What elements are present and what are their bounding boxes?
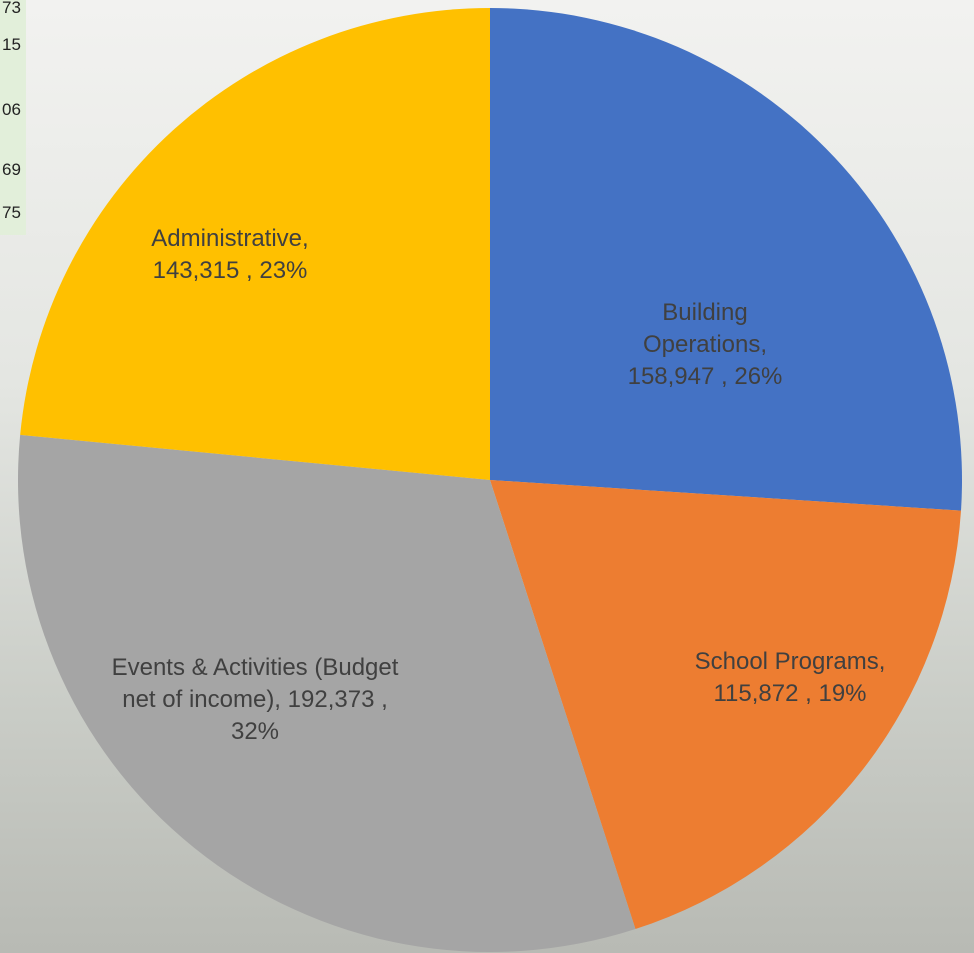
percent-label: 23% — [259, 257, 308, 284]
side-cell: 69 — [2, 160, 21, 179]
percent-label: 19% — [818, 680, 867, 707]
data-label: School Programs, 115,872 , 19% — [655, 646, 925, 710]
category-label: Administrative, — [151, 225, 309, 252]
pie-slice — [490, 8, 963, 511]
data-label: Events & Activities (Budget net of incom… — [110, 652, 400, 748]
data-label: Administrative, 143,315 , 23% — [105, 223, 355, 287]
value-label: 115,872 , — [713, 680, 812, 707]
pie-slice — [17, 434, 636, 952]
side-table: 73 15 06 69 75 — [0, 0, 26, 235]
side-cell: 75 — [2, 203, 21, 222]
category-label: School Programs, — [694, 648, 886, 675]
pie-slice — [20, 8, 491, 480]
value-label: 158,947 , — [627, 363, 728, 390]
side-cell: 06 — [2, 100, 21, 119]
value-label: 192,373 , — [287, 686, 388, 713]
side-cell: 15 — [2, 35, 21, 54]
percent-label: 32% — [230, 718, 280, 745]
side-cell: 73 — [2, 0, 21, 17]
pie-slice — [490, 480, 962, 930]
percent-label: 26% — [734, 363, 783, 390]
value-label: 143,315 , — [152, 257, 253, 284]
data-label: Building Operations, 158,947 , 26% — [600, 297, 810, 393]
category-label: Events & Activities (Budget net of incom… — [111, 654, 399, 713]
category-label: Building Operations, — [642, 299, 768, 358]
